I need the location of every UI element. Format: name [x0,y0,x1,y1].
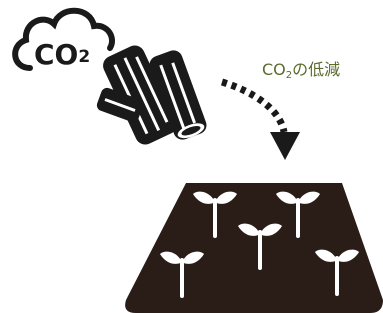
illustration: CO2 CO2の低減 [0,0,383,313]
arrow-path [222,82,284,132]
cloud-sub: 2 [78,47,90,67]
caption-co: CO [262,60,286,79]
caption: CO2の低減 [262,60,340,81]
caption-rest: の低減 [292,60,340,79]
arrow-head [270,132,300,160]
cloud-text: CO2 [34,38,90,71]
charcoal [95,42,209,148]
field [125,183,383,313]
cloud-co: CO [34,38,78,71]
